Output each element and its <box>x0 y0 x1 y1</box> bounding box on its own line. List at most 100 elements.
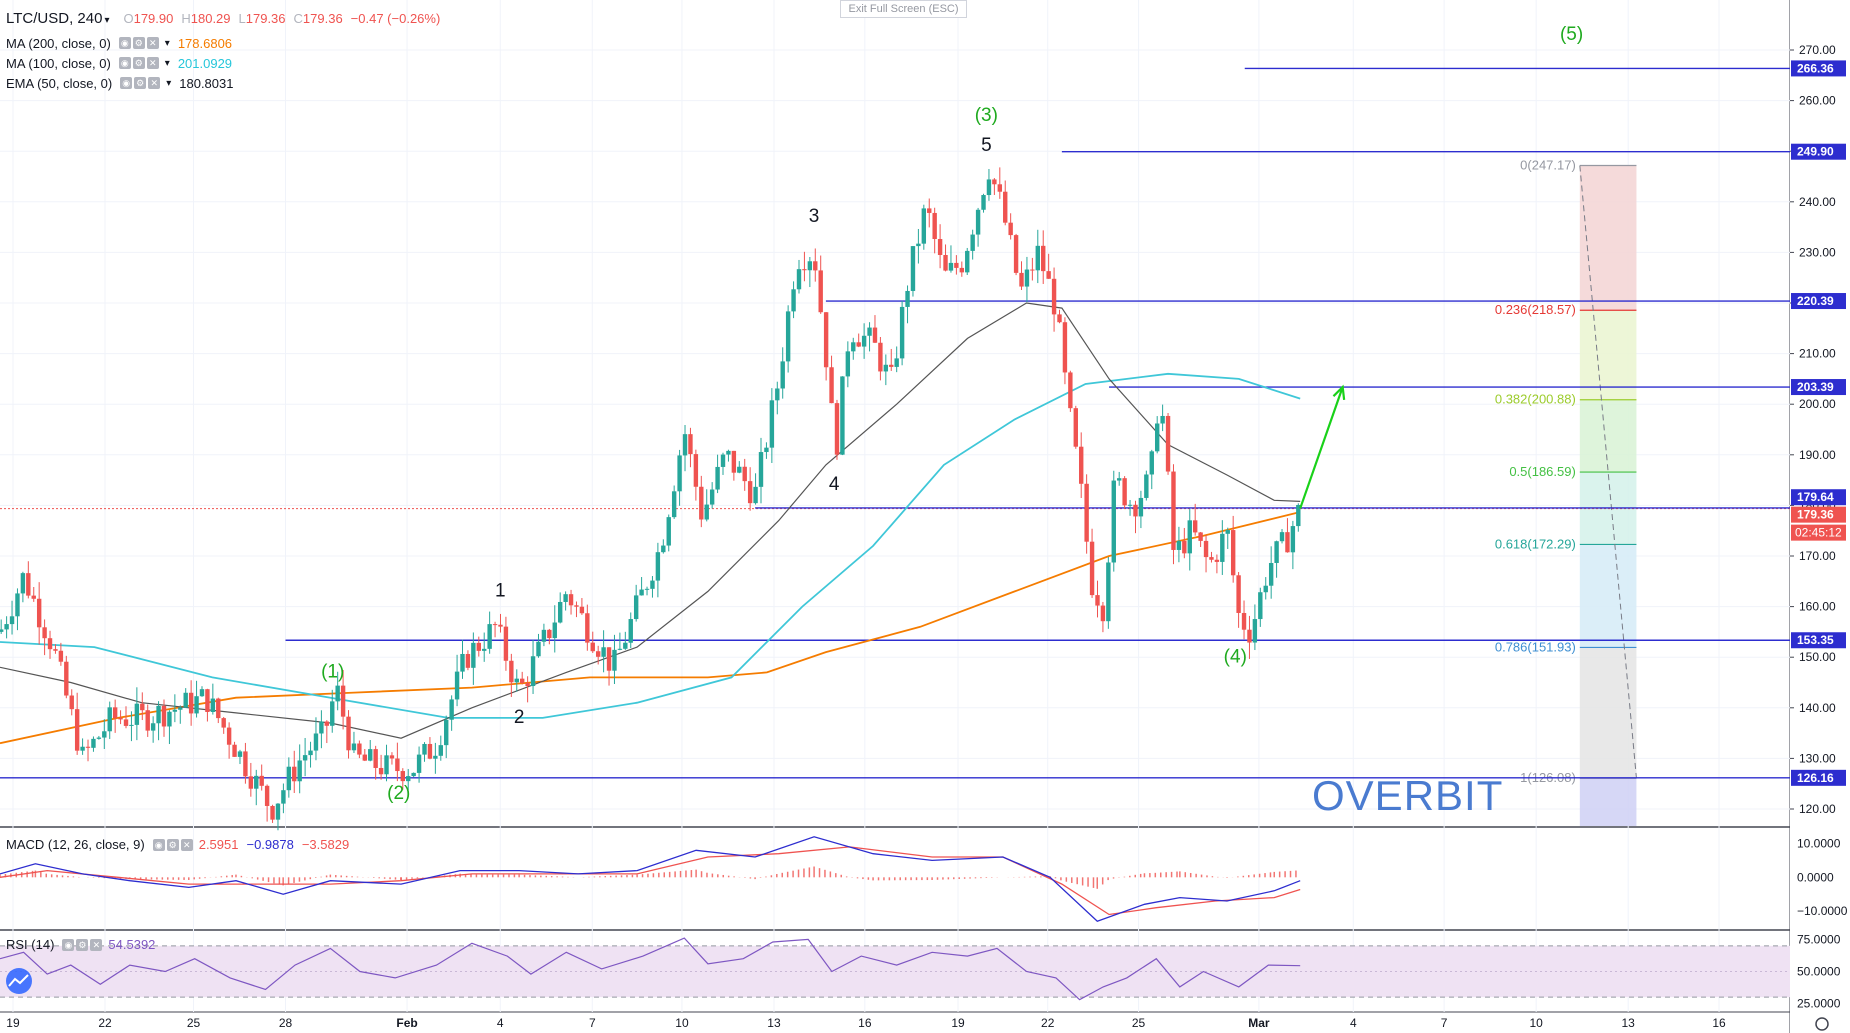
close-icon[interactable]: ✕ <box>180 838 193 851</box>
gear-icon[interactable]: ⚙ <box>166 838 179 851</box>
candle-body <box>981 195 986 210</box>
candle-body <box>878 342 883 372</box>
candle-body <box>520 678 525 683</box>
candle-body <box>1084 483 1089 542</box>
candle-body <box>26 573 31 596</box>
candle-body <box>975 209 981 235</box>
indicator-label: MA (100, close, 0) <box>6 55 111 71</box>
candle-body <box>1230 530 1236 576</box>
candle-body <box>601 647 606 657</box>
candle-body <box>628 619 633 643</box>
time-axis[interactable]: 19 22 25 28 Feb 4 7 10 13 16 19 22 25 Mar 4 7 10 13 16 <box>6 1016 1726 1030</box>
overbit-watermark: OVERBIT <box>1312 772 1504 819</box>
gear-icon[interactable]: ⚙ <box>132 37 145 49</box>
exit-fullscreen-button[interactable]: Exit Full Screen (ESC) <box>840 0 967 18</box>
eye-icon[interactable]: ◉ <box>118 57 131 69</box>
candle-body <box>829 367 834 404</box>
candle-body <box>899 306 905 359</box>
moving-averages <box>0 302 1301 745</box>
fib-zone <box>1579 778 1637 826</box>
candle-body <box>704 504 709 520</box>
candle-body <box>867 327 872 336</box>
candle-body <box>1024 269 1030 287</box>
candle-body <box>254 775 259 789</box>
gear-icon[interactable]: ⚙ <box>76 938 89 951</box>
candle-body <box>1008 222 1013 236</box>
close-icon[interactable]: ✕ <box>146 57 159 69</box>
indicator-caret[interactable]: ▾ <box>164 37 170 49</box>
candle-body <box>851 342 856 352</box>
indicator-ma200[interactable]: MA (200, close, 0) ◉ ⚙ ✕ ▾ 178.6806 <box>6 33 232 53</box>
level-price-label: 220.39 <box>1797 294 1834 308</box>
time-tick-label: 7 <box>589 1016 596 1030</box>
projection-arrow[interactable] <box>1299 384 1346 509</box>
candle-body <box>118 718 123 720</box>
macd-legend[interactable]: MACD (12, 26, close, 9) ◉ ⚙ ✕ 2.5951 −0.… <box>6 837 349 852</box>
eye-icon[interactable]: ◉ <box>118 37 131 49</box>
fib-zone <box>1579 399 1637 473</box>
candle-body <box>15 593 20 617</box>
close-icon[interactable]: ✕ <box>90 938 103 951</box>
horizontal-levels[interactable] <box>0 67 1790 779</box>
rsi-line <box>0 937 1301 1001</box>
close-icon[interactable]: ✕ <box>146 37 159 49</box>
candle-body <box>91 738 96 748</box>
candle-body <box>406 776 411 782</box>
time-tick-label: 16 <box>1712 1016 1726 1030</box>
gear-icon[interactable]: ⚙ <box>132 57 145 69</box>
rsi-legend[interactable]: RSI (14) ◉ ⚙ ✕ 54.5392 <box>6 937 155 952</box>
candle-body <box>552 622 557 639</box>
candle-body <box>335 685 340 702</box>
symbol-label[interactable]: LTC/USD, 240 ▾ <box>6 9 110 27</box>
candle-body <box>590 642 595 652</box>
candle-body <box>411 772 416 777</box>
indicator-ema50[interactable]: EMA (50, close, 0) ◉ ⚙ ✕ ▾ 180.8031 <box>6 73 233 93</box>
candle-body <box>1079 446 1084 484</box>
gear-icon[interactable]: ⚙ <box>134 77 147 89</box>
time-tick-label: 13 <box>1622 1016 1636 1030</box>
candle-body <box>1003 191 1008 223</box>
candle-body <box>666 517 671 546</box>
macd-value: −0.9878 <box>246 837 294 852</box>
candle-body <box>210 698 216 712</box>
candle-body <box>1122 478 1127 506</box>
price-axis[interactable]: 270.00260.00250.00240.00230.00220.00210.… <box>1790 0 1850 1033</box>
candle-body <box>796 269 802 290</box>
eye-icon[interactable]: ◉ <box>62 938 75 951</box>
candle-body <box>682 434 688 456</box>
candle-body <box>74 709 80 751</box>
eye-icon[interactable]: ◉ <box>120 77 133 89</box>
candle-body <box>775 388 780 401</box>
level-price-tag <box>1791 632 1846 649</box>
candle-body <box>509 660 514 683</box>
eye-icon[interactable]: ◉ <box>152 838 165 851</box>
fib-retracement[interactable]: 0(247.17) 0.236(218.57) 0.382(200.88) 0.5(1… <box>1495 158 1637 826</box>
ema50-line <box>0 302 1301 739</box>
candle-body <box>623 642 628 649</box>
candle-body <box>671 491 677 518</box>
candle-body <box>1100 605 1106 622</box>
wave-label: 4 <box>829 474 840 495</box>
last-price-tag <box>1791 506 1846 523</box>
macd-label: MACD (12, 26, close, 9) <box>6 837 145 852</box>
indicator-ma100[interactable]: MA (100, close, 0) ◉ ⚙ ✕ ▾ 201.0929 <box>6 53 232 73</box>
indicator-caret[interactable]: ▾ <box>166 77 172 89</box>
candle-body <box>123 719 129 726</box>
candle-body <box>145 710 150 731</box>
open-value: 179.90 <box>133 10 174 26</box>
candle-body <box>378 767 384 775</box>
candle-body <box>1220 533 1225 562</box>
candle-body <box>737 466 742 473</box>
candle-body <box>1214 559 1220 562</box>
candle-body <box>547 629 552 639</box>
close-icon[interactable]: ✕ <box>148 77 161 89</box>
candle-body <box>1117 478 1122 481</box>
candle-body <box>503 626 509 661</box>
time-tick-label: 19 <box>951 1016 965 1030</box>
candle-body <box>1187 520 1192 554</box>
indicator-caret[interactable]: ▾ <box>164 57 170 69</box>
candle-body <box>58 650 64 662</box>
